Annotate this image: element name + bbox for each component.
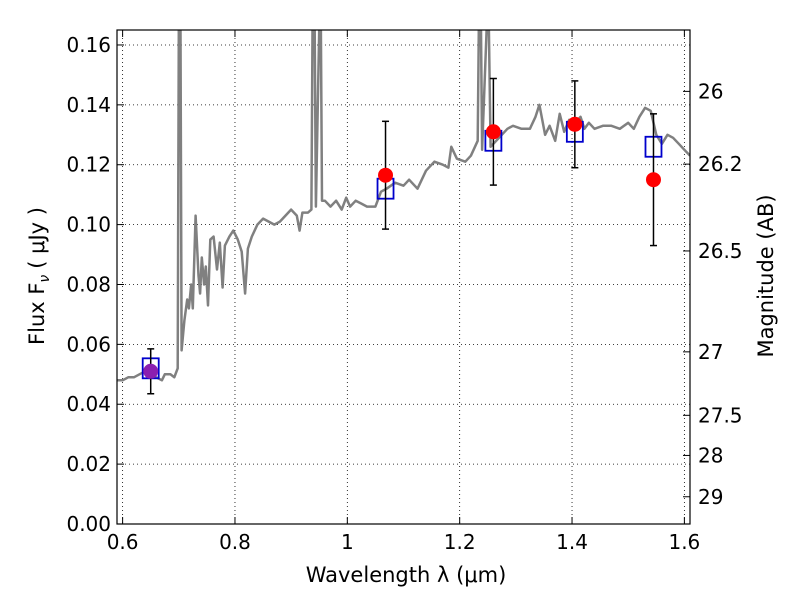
right-tick-label: 26 xyxy=(698,79,723,103)
x-tick-label: 0.8 xyxy=(219,530,251,554)
y-axis-label-right: Magnitude (AB) xyxy=(754,194,778,357)
x-axis-label: Wavelength λ (μm) xyxy=(306,563,507,587)
y-tick-label: 0.02 xyxy=(66,452,111,476)
y-tick-label: 0.14 xyxy=(66,93,111,117)
model-spectrum-line xyxy=(117,30,690,382)
right-tick-label: 29 xyxy=(698,485,723,509)
right-tick-label: 26.2 xyxy=(698,152,743,176)
observed-flux-point xyxy=(645,172,661,188)
points-layer xyxy=(141,77,663,395)
right-tick-label: 28 xyxy=(698,443,723,467)
right-tick-label: 27 xyxy=(698,340,723,364)
observed-flux-point xyxy=(485,124,501,140)
x-axis-ticks: 0.6 0.8 1 1.2 1.4 1.6 xyxy=(107,30,700,554)
y-tick-label: 0.16 xyxy=(66,33,111,57)
y-axis-label-left-main: Flux F xyxy=(25,283,49,345)
y-axis-label-left-unit: ( μJy ) xyxy=(25,207,49,269)
y-axis-label-left-sub: ν xyxy=(37,275,53,283)
spectrum-layer xyxy=(117,30,690,382)
observed-flux-point xyxy=(378,167,394,183)
y-axis-ticks: 0.00 0.02 0.04 0.06 0.08 0.10 0.12 0.14 0.16 xyxy=(66,33,124,536)
y-tick-label: 0.00 xyxy=(66,512,111,536)
y-tick-label: 0.04 xyxy=(66,392,111,416)
x-tick-label: 1.6 xyxy=(668,530,700,554)
right-tick-label: 26.5 xyxy=(698,239,743,263)
plot-frame xyxy=(116,29,691,525)
y-axis-label-left: Flux Fν ( μJy ) xyxy=(25,207,53,345)
y-tick-label: 0.06 xyxy=(66,332,111,356)
x-tick-label: 1 xyxy=(341,530,354,554)
x-tick-label: 1.4 xyxy=(556,530,588,554)
right-tick-label: 27.5 xyxy=(698,403,743,427)
x-tick-label: 0.6 xyxy=(107,530,139,554)
observed-flux-point xyxy=(567,116,583,132)
right-axis-ticks: 26 26.2 26.5 27 27.5 28 29 xyxy=(683,79,743,509)
observed-flux-point xyxy=(143,363,159,379)
y-tick-label: 0.12 xyxy=(66,153,111,177)
x-tick-label: 1.2 xyxy=(444,530,476,554)
svg-text:Flux Fν( μJy ): Flux Fν ( μJy ) xyxy=(25,207,53,345)
y-tick-label: 0.08 xyxy=(66,272,111,296)
y-tick-label: 0.10 xyxy=(66,213,111,237)
